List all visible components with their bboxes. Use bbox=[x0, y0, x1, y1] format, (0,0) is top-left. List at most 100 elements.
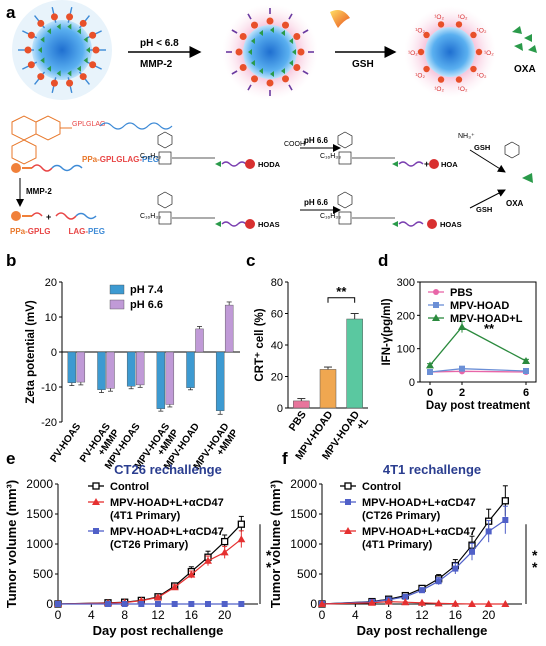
chem-ph1: pH 6.6 bbox=[304, 136, 329, 145]
data-point bbox=[459, 365, 465, 372]
bar bbox=[319, 369, 337, 409]
legend-label-line: MPV-HOAD+L+αCD47 bbox=[362, 497, 476, 509]
cyclohexane-ring bbox=[504, 141, 520, 159]
svg-text:+: + bbox=[424, 159, 429, 169]
data-point bbox=[188, 601, 195, 607]
bar bbox=[76, 351, 86, 383]
x-tick-label: 8 bbox=[385, 608, 392, 622]
data-point bbox=[523, 368, 529, 374]
x-tick-label: 20 bbox=[482, 608, 496, 622]
cyclohexane-ring bbox=[337, 131, 353, 149]
ppa-dot bbox=[37, 19, 45, 27]
legend-label: Control bbox=[362, 481, 401, 493]
chem-nh3: NH₃⁺ bbox=[458, 133, 475, 140]
singlet-oxygen-label: ¹O₂ bbox=[415, 72, 425, 79]
x-tick-label: 12 bbox=[151, 608, 165, 622]
singlet-oxygen-label: ¹O₂ bbox=[434, 14, 444, 21]
ppa-molecule-icon bbox=[11, 115, 72, 165]
y-tick-label: 500 bbox=[297, 567, 317, 581]
legend-label-line: (CT26 Primary) bbox=[110, 539, 189, 551]
oxa-wedge bbox=[270, 71, 274, 77]
legend-label-line: Control bbox=[362, 481, 401, 493]
data-point bbox=[501, 600, 510, 607]
ppa-dot bbox=[423, 31, 430, 39]
bar bbox=[156, 351, 166, 409]
oxa-wedge bbox=[76, 28, 81, 35]
data-point bbox=[155, 601, 161, 607]
x-tick-label: 2 bbox=[459, 387, 465, 399]
significance-star: * bbox=[266, 559, 272, 575]
y-tick-label: 0 bbox=[46, 597, 53, 611]
oxa-wedge bbox=[281, 68, 285, 75]
y-tick-label: 40 bbox=[271, 340, 283, 352]
singlet-oxygen-label: ¹O₂ bbox=[415, 28, 425, 35]
ppa-dot bbox=[282, 75, 289, 83]
bar bbox=[293, 400, 310, 409]
cleaved-fragment bbox=[288, 13, 293, 20]
panel-label-a: a bbox=[6, 3, 16, 22]
singlet-oxygen-label: ¹O₂ bbox=[408, 50, 418, 57]
x-tick-label: 0 bbox=[319, 608, 326, 622]
legend-label-line: Control bbox=[110, 481, 149, 493]
y-tick-label: 80 bbox=[271, 277, 283, 289]
legend-marker bbox=[93, 528, 99, 534]
significance-label: ** bbox=[484, 321, 495, 336]
y-axis-label: Zeta potential (mV) bbox=[25, 300, 37, 404]
oxa-wedge bbox=[56, 70, 61, 77]
data-point bbox=[384, 597, 393, 605]
singlet-oxygen-label: ¹O₂ bbox=[477, 28, 487, 35]
oxa-wedge bbox=[250, 38, 255, 44]
ppa-dot bbox=[455, 76, 463, 83]
legend-label-line: MPV-HOAD+L+αCD47 bbox=[362, 526, 476, 538]
ppa-dot bbox=[423, 65, 430, 73]
chem-peptide: GPLGLAG bbox=[72, 121, 105, 128]
oxa-wedge bbox=[40, 57, 45, 64]
ppa-dot bbox=[297, 48, 305, 56]
chemistry-scheme: GPLGLAG PPa-GPLGLAG-PEG MMP-2 + PPa-GPLG… bbox=[10, 115, 533, 236]
ppa-dot bbox=[27, 61, 35, 69]
chem-name1: PPa-GPLGLAG-PEG bbox=[82, 155, 159, 164]
data-point bbox=[154, 593, 162, 601]
x-tick-label: 16 bbox=[449, 608, 463, 622]
data-point bbox=[138, 601, 145, 607]
legend-marker bbox=[92, 482, 100, 490]
ppa-dot bbox=[437, 76, 445, 83]
chem-gsh-2: GSH bbox=[476, 205, 492, 214]
x-tick-label: 4 bbox=[352, 608, 359, 622]
y-tick-label: 1000 bbox=[290, 537, 317, 551]
cyclohexane-ring bbox=[157, 131, 173, 149]
legend-label-line: (4T1 Primary) bbox=[110, 510, 181, 522]
y-tick-label: -20 bbox=[41, 417, 57, 429]
legend-marker bbox=[432, 314, 440, 321]
flame-icon bbox=[330, 10, 350, 28]
legend-label: MPV-HOAD+L bbox=[450, 313, 523, 325]
ppa-dot bbox=[89, 61, 97, 69]
data-point bbox=[418, 598, 426, 606]
ppa-dot bbox=[92, 46, 100, 54]
data-point bbox=[121, 601, 128, 607]
singlet-oxygen-label: ¹O₂ bbox=[458, 86, 468, 93]
bar bbox=[186, 351, 195, 388]
legend-marker bbox=[344, 527, 352, 534]
oxa-wedge bbox=[259, 68, 263, 75]
chem-chain-1: C₁₆H₃₃ bbox=[140, 153, 161, 160]
oxa-wedge bbox=[248, 49, 252, 55]
oxalate-ring bbox=[158, 211, 172, 225]
chem-hoa: HOA bbox=[441, 160, 458, 169]
x-tick-label: 0 bbox=[55, 608, 62, 622]
x-tick-label: 12 bbox=[415, 608, 429, 622]
cleaved-fragment bbox=[247, 13, 252, 20]
x-tick-label: 4 bbox=[88, 608, 95, 622]
x-axis-label: Day post rechallenge bbox=[357, 623, 488, 638]
data-point bbox=[238, 601, 245, 607]
oxa-wedge bbox=[281, 29, 285, 36]
data-point bbox=[220, 548, 229, 556]
legend-swatch bbox=[109, 299, 125, 310]
data-point bbox=[522, 357, 530, 364]
y-tick-label: 1000 bbox=[26, 537, 53, 551]
chem-ph2: pH 6.6 bbox=[304, 198, 329, 207]
cleaved-fragment bbox=[231, 29, 238, 34]
